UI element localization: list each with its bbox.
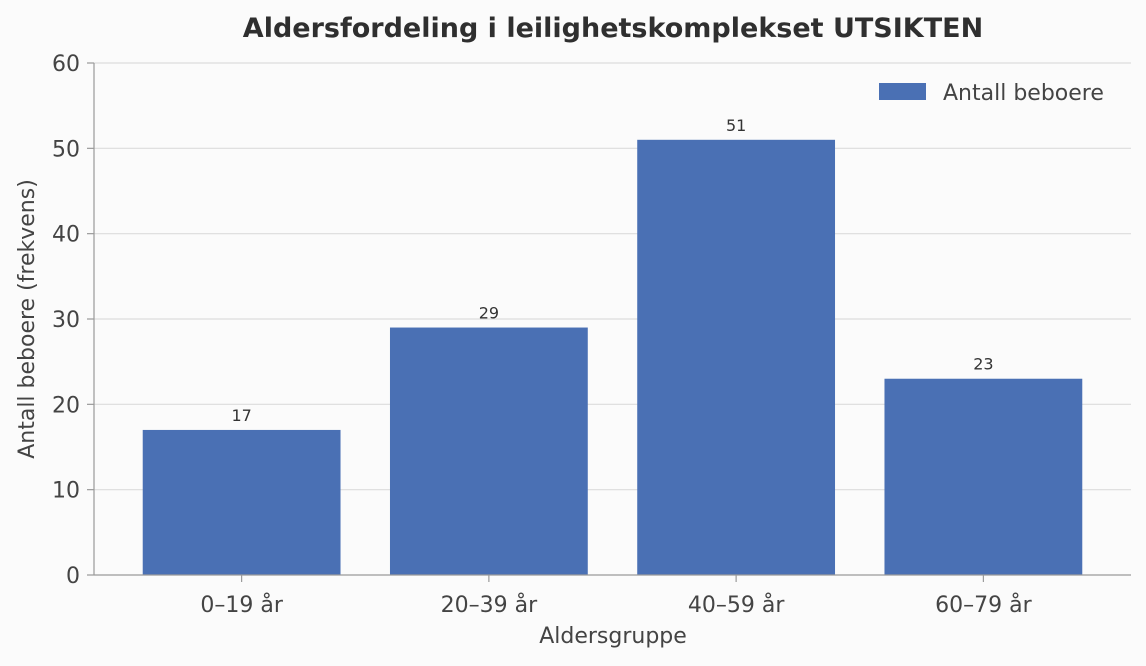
y-tick-label: 40 [52,223,80,248]
bar-value-label: 51 [726,116,746,135]
legend-swatch [879,83,926,100]
bar-value-label: 23 [973,355,993,374]
y-tick-label: 30 [52,308,80,333]
x-tick-label: 20–39 år [441,592,538,618]
x-tick-label: 60–79 år [935,592,1032,618]
y-axis-label: Antall beboere (frekvens) [15,179,40,459]
bar [142,429,341,575]
bar-value-label: 17 [231,406,251,425]
x-ticks: 0–19 år 20–39 år 40–59 år 60–79 år [200,575,1033,618]
y-tick-label: 0 [66,564,80,589]
y-tick-label: 20 [52,393,80,418]
bar-value-label: 29 [479,304,499,323]
data-labels: 17 29 51 23 [231,116,993,425]
legend-label: Antall beboere [943,81,1104,106]
x-tick-label: 40–59 år [688,592,785,618]
bar [389,327,588,575]
y-tick-label: 10 [52,479,80,504]
y-tick-label: 50 [52,137,80,162]
bar [637,139,836,576]
y-ticks: 0 10 20 30 40 50 60 [52,52,94,589]
legend: Antall beboere [879,81,1104,106]
y-tick-label: 60 [52,52,80,77]
bar [884,378,1083,575]
x-axis-label: Aldersgruppe [539,624,687,649]
chart-title: Aldersfordeling i leilighetskomplekset U… [243,13,983,44]
bars [142,139,1083,576]
x-tick-label: 0–19 år [200,592,283,618]
